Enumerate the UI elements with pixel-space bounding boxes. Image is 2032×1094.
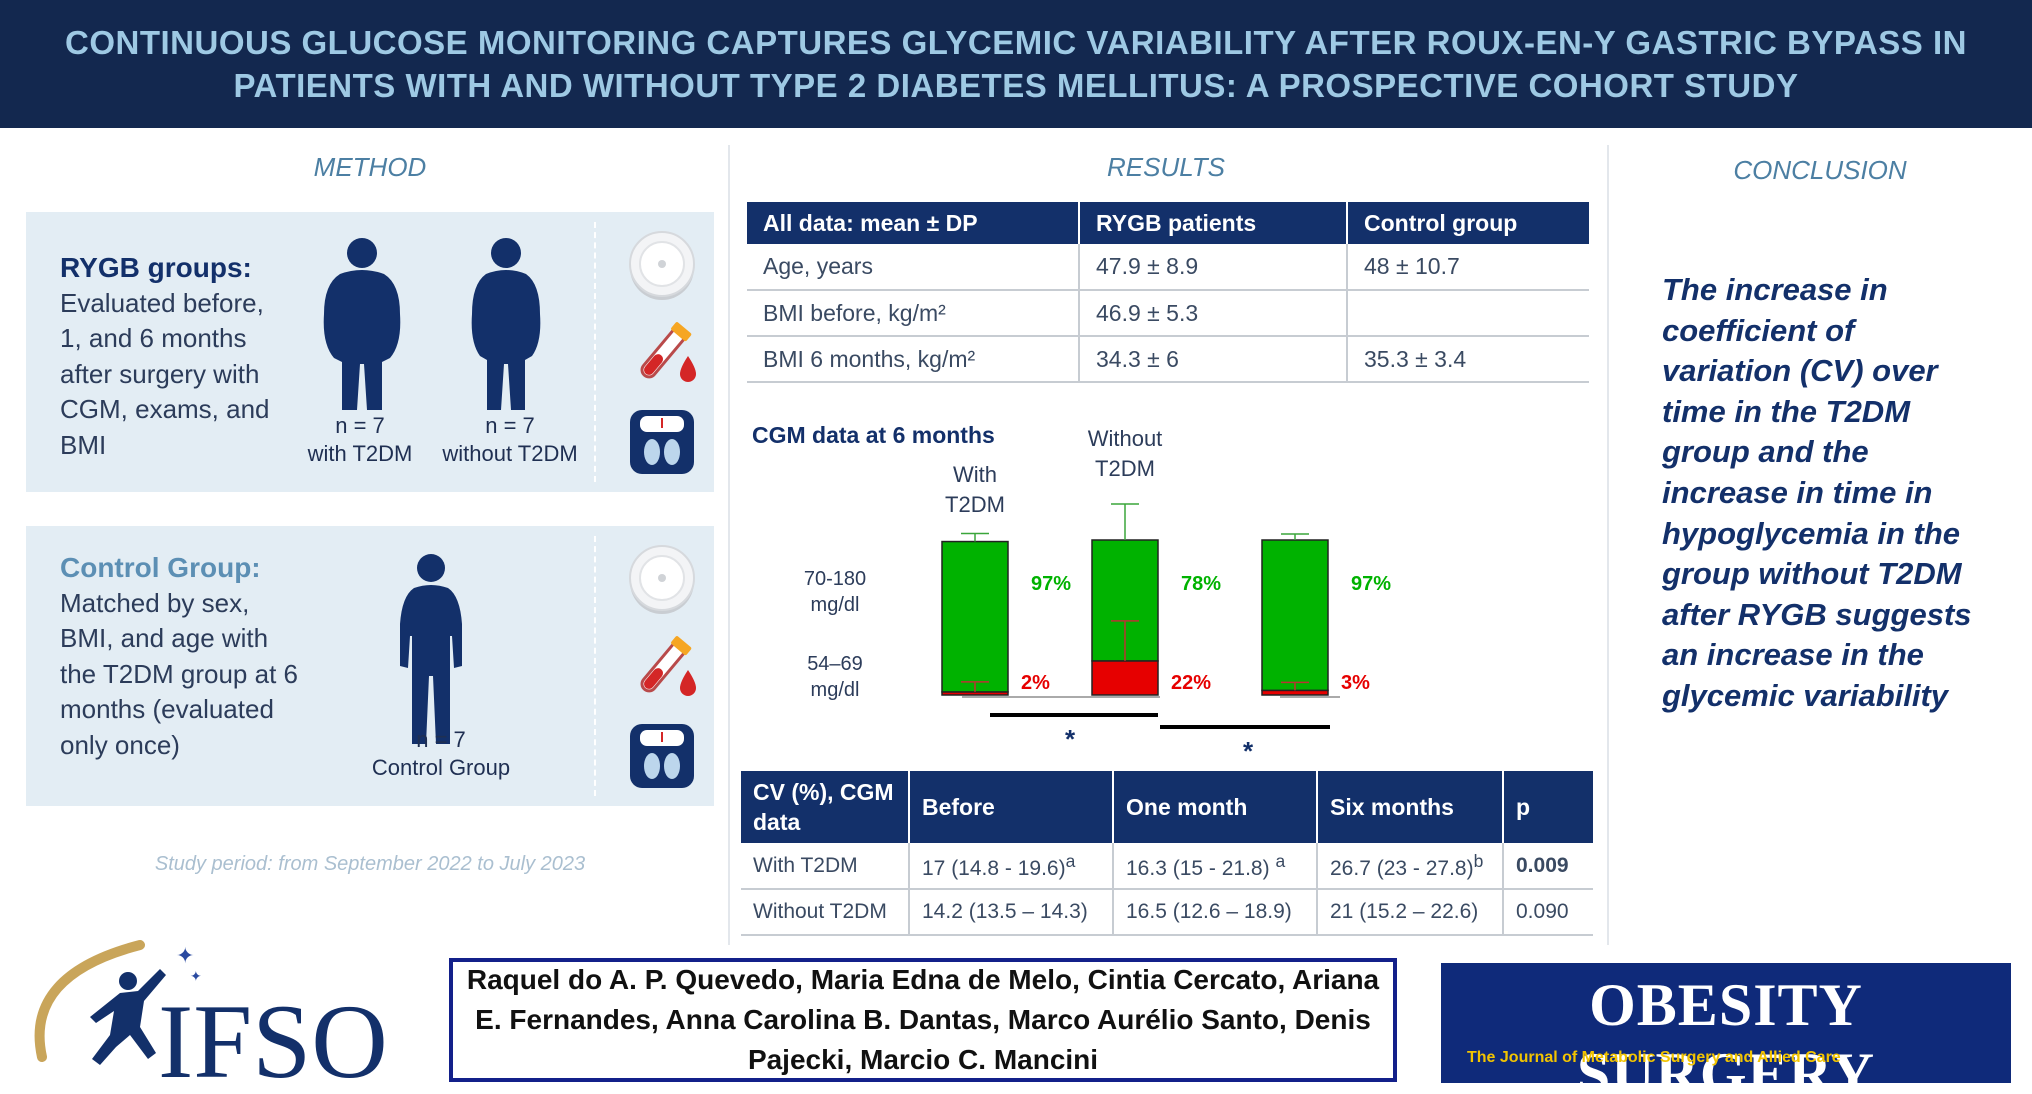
table-header: Before (909, 771, 1114, 843)
group-caption: n = 7 Control Group (371, 727, 511, 780)
group-caption: n = 7 with T2DM (307, 413, 413, 466)
cgm-chart-title: CGM data at 6 months (752, 422, 995, 448)
control-panel: Control Group: Matched by sex, BMI, and … (26, 526, 714, 806)
y-axis-label: mg/dl (811, 679, 860, 701)
significance-marker: * (1243, 736, 1254, 766)
conclusion-text: The increase in coefficient of variation… (1662, 272, 1972, 713)
table-header: One month (1113, 771, 1318, 843)
obese-person-icon (323, 238, 401, 410)
journal-subtitle: The Journal of Metabolic Surgery and All… (1467, 1049, 1841, 1066)
table-row: With T2DM 17 (14.8 - 19.6)a 16.3 (15 - 2… (741, 843, 1593, 890)
data-label: 22% (1171, 672, 1211, 694)
table-header: Control group (1347, 202, 1589, 244)
rygb-text: RYGB groups: Evaluated before, 1, and 6 … (60, 252, 270, 460)
y-axis-label: mg/dl (811, 594, 860, 616)
table-row: Age, years 47.9 ± 8.9 48 ± 10.7 (747, 244, 1589, 291)
bar-category-label: With (953, 462, 997, 487)
results-table: All data: mean ± DP RYGB patients Contro… (747, 202, 1589, 383)
y-axis-label: 54–69 (807, 653, 863, 675)
ifso-logo: ✦ ✦ IFSO (34, 940, 388, 1085)
table-row: BMI 6 months, kg/m² 34.3 ± 6 35.3 ± 3.4 (747, 336, 1589, 383)
bar-category-label: T2DM (945, 492, 1005, 517)
bar-category-label: T2DM (1095, 456, 1155, 481)
rygb-panel: RYGB groups: Evaluated before, 1, and 6 … (26, 212, 714, 492)
svg-text:✦: ✦ (190, 969, 202, 985)
header-banner: CONTINUOUS GLUCOSE MONITORING CAPTURES G… (0, 0, 2032, 128)
table-header: CV (%), CGM data (741, 771, 910, 843)
blood-test-icon (640, 636, 696, 696)
journal-title: OBESITY SURGERY (1576, 972, 1876, 1083)
conclusion-title: CONCLUSION (1733, 155, 1907, 185)
cgm-sensor-icon (629, 545, 695, 614)
weight-scale-icon (630, 724, 694, 788)
person-icon (400, 554, 462, 744)
data-label: 97% (1031, 573, 1071, 595)
cv-table: CV (%), CGM data Before One month Six mo… (741, 771, 1593, 936)
table-row: BMI before, kg/m² 46.9 ± 5.3 (747, 290, 1589, 337)
bar-category-label: Without (1088, 430, 1163, 451)
svg-text:✦: ✦ (176, 944, 194, 969)
table-header: RYGB patients (1079, 202, 1348, 244)
data-label: 97% (1351, 573, 1391, 595)
obese-person-icon (471, 238, 541, 410)
ifso-wordmark: IFSO (158, 983, 388, 1085)
table-header: Six months (1317, 771, 1504, 843)
data-label: 78% (1181, 573, 1221, 595)
significance-marker: * (1065, 724, 1076, 754)
results-title: RESULTS (1107, 152, 1225, 182)
authors-box: Raquel do A. P. Quevedo, Maria Edna de M… (449, 958, 1397, 1082)
cgm-sensor-icon (629, 231, 695, 300)
table-row: Without T2DM 14.2 (13.5 – 14.3) 16.5 (12… (741, 889, 1593, 936)
data-label: 2% (1021, 672, 1050, 694)
bar-segment-in-range (941, 540, 1009, 693)
bar-segment-in-range (1261, 539, 1329, 692)
column-divider (728, 145, 730, 945)
table-header: All data: mean ± DP (747, 202, 1080, 244)
y-axis-label: 70-180 (804, 568, 866, 590)
cgm-stacked-bar-chart: 70-180 mg/dl 54–69 mg/dl 97% 2% With T2DM 78% 22%… (804, 430, 1391, 766)
bar-segment-hypoglycemia (1091, 660, 1159, 696)
control-text: Control Group: Matched by sex, BMI, and … (60, 552, 298, 760)
journal-logo: OBESITY SURGERY The Journal of Metabolic… (1441, 963, 2011, 1083)
data-label: 3% (1341, 672, 1370, 694)
study-period: Study period: from September 2022 to Jul… (154, 853, 586, 875)
authors-text: Raquel do A. P. Quevedo, Maria Edna de M… (466, 964, 1380, 1075)
table-header: p (1503, 771, 1593, 843)
column-divider (1607, 145, 1609, 945)
group-caption: n = 7 without T2DM (442, 413, 578, 466)
blood-test-icon (640, 322, 696, 382)
weight-scale-icon (630, 410, 694, 474)
poster-title: CONTINUOUS GLUCOSE MONITORING CAPTURES G… (65, 24, 1967, 104)
method-title: METHOD (313, 152, 427, 182)
